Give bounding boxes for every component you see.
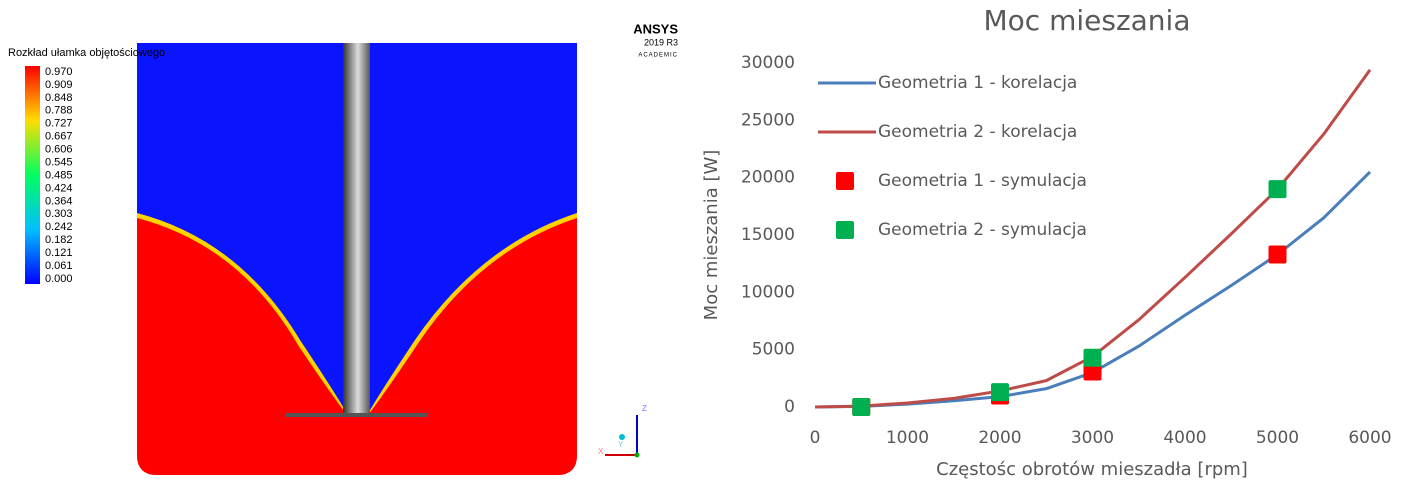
legend-swatch (836, 221, 854, 239)
colorbar-label: 0.727 (45, 118, 73, 130)
logo-version: 2019 R3 (644, 37, 678, 47)
marker (852, 398, 870, 416)
colorbar (25, 66, 40, 284)
colorbar-label: 0.000 (45, 273, 73, 285)
marker (1084, 349, 1102, 367)
colorbar-label: 0.606 (45, 144, 73, 156)
legend-label: Geometria 2 - korelacja (878, 122, 1077, 142)
x-tick-label: 6000 (1348, 428, 1391, 448)
colorbar-label: 0.545 (45, 156, 73, 168)
colorbar-labels: 0.9700.9090.8480.7880.7270.6670.6060.545… (45, 66, 73, 285)
x-tick-label: 0 (810, 428, 821, 448)
y-tick-label: 20000 (741, 168, 795, 188)
colorbar-label: 0.848 (45, 92, 73, 104)
triad-y: Y (618, 440, 624, 449)
colorbar-label: 0.788 (45, 105, 73, 117)
marker (1269, 245, 1287, 263)
legend-label: Geometria 1 - korelacja (878, 73, 1077, 93)
x-tick-label: 5000 (1256, 428, 1299, 448)
colorbar-label: 0.061 (45, 260, 73, 272)
y-tick-label: 30000 (741, 53, 795, 73)
y-tick-label: 25000 (741, 110, 795, 130)
contour-title: Rozkład ułamka objętościowego (8, 47, 165, 59)
colorbar-label: 0.303 (45, 208, 73, 220)
y-tick-label: 5000 (752, 340, 795, 360)
x-tick-label: 1000 (886, 428, 929, 448)
colorbar-label: 0.121 (45, 247, 73, 259)
impeller-disk (285, 413, 428, 417)
chart: Moc mieszania Moc mieszania [W] Częstośc… (701, 4, 1392, 480)
marker (1269, 180, 1287, 198)
x-tick-label: 3000 (1071, 428, 1114, 448)
legend-label: Geometria 2 - symulacja (878, 220, 1087, 240)
marker (991, 383, 1009, 401)
axis-triad: Z Y X (598, 404, 647, 457)
legend-label: Geometria 1 - symulacja (878, 171, 1087, 191)
colorbar-label: 0.242 (45, 221, 73, 233)
cfd-view: Rozkład ułamka objętościowego 0.9700.909… (8, 21, 678, 475)
chart-title: Moc mieszania (984, 4, 1191, 37)
colorbar-label: 0.424 (45, 182, 73, 194)
colorbar-label: 0.909 (45, 79, 73, 91)
page: Rozkład ułamka objętościowego 0.9700.909… (0, 0, 1427, 489)
colorbar-label: 0.667 (45, 131, 73, 143)
logo-edition: ACADEMIC (638, 53, 678, 59)
legend-swatch (836, 172, 854, 190)
colorbar-label: 0.182 (45, 234, 73, 246)
triad-z: Z (642, 404, 647, 413)
shaft (343, 43, 370, 415)
y-axis-label: Moc mieszania [W] (701, 150, 722, 321)
x-tick-label: 4000 (1163, 428, 1206, 448)
logo-name: ANSYS (633, 21, 678, 36)
triad-x: X (598, 447, 604, 456)
x-tick-label: 2000 (978, 428, 1021, 448)
colorbar-label: 0.485 (45, 169, 73, 181)
colorbar-label: 0.364 (45, 195, 73, 207)
y-tick-label: 10000 (741, 282, 795, 302)
x-axis-label: Częstośc obrotów mieszadła [rpm] (936, 459, 1248, 480)
colorbar-label: 0.970 (45, 66, 73, 78)
y-tick-label: 0 (784, 397, 795, 417)
y-tick-label: 15000 (741, 225, 795, 245)
